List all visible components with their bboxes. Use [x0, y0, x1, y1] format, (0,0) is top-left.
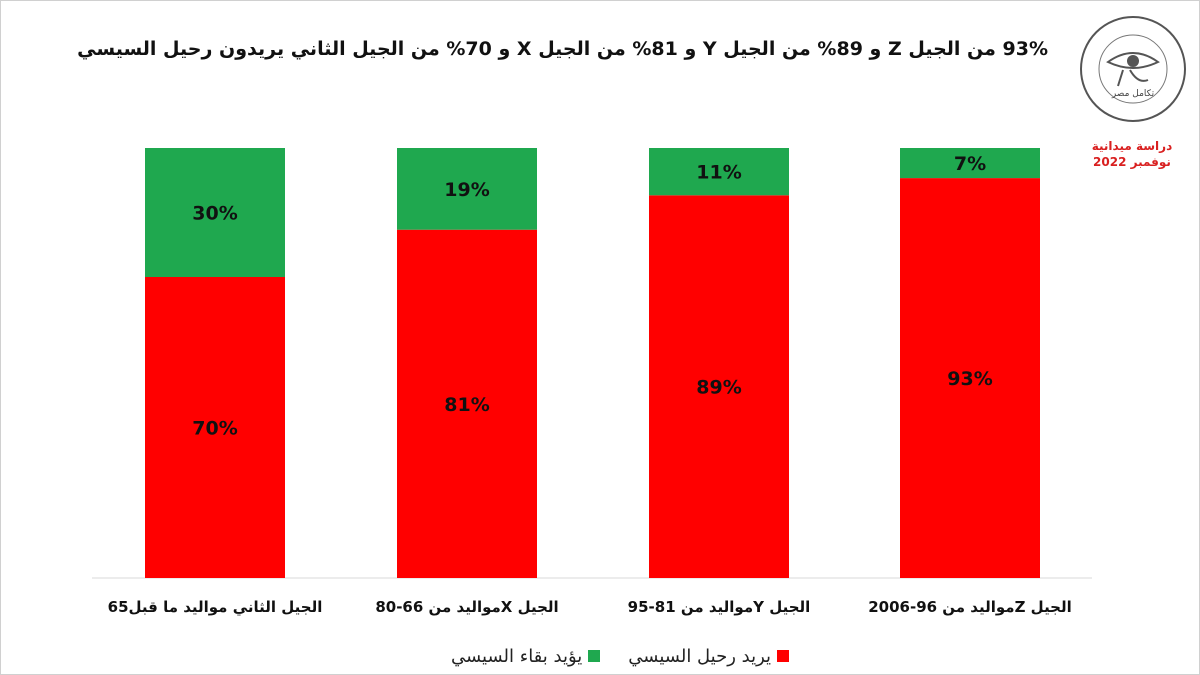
legend-item-leave: يريد رحيل السيسي	[628, 645, 790, 667]
bar-leave-2	[649, 195, 789, 579]
legend-label-leave: يريد رحيل السيسي	[628, 645, 772, 667]
study-note-line1: دراسة ميدانية	[1091, 139, 1173, 153]
category-label-1: الجيل Xمواليد من 66-80	[375, 598, 558, 616]
category-label-2: الجيل Yمواليد من 81-95	[628, 598, 811, 616]
bar-stay-3	[900, 148, 1040, 179]
bar-leave-0	[145, 277, 285, 578]
bar-stay-1	[397, 148, 537, 230]
bar-leave-1	[397, 229, 537, 578]
chart-title: 93% من الجيل Z و 89% من الجيل Y و 81% من…	[77, 38, 1048, 60]
category-label-0: الجيل الثاني مواليد ما قبل65	[108, 598, 323, 616]
data-label-stay-2: 11%	[696, 162, 741, 184]
category-label-3: الجيل Zمواليد من 96-2006	[868, 598, 1072, 616]
study-note: دراسة ميدانية نوفمبر 2022	[1082, 138, 1182, 170]
legend-label-stay: يؤيد بقاء السيسي	[450, 645, 583, 667]
study-note-line2: نوفمبر 2022	[1093, 155, 1171, 169]
legend-swatch-stay	[588, 650, 601, 662]
bar-stay-0	[145, 148, 285, 277]
logo-brand-text: تكامل مصر	[1111, 89, 1155, 99]
data-label-stay-1: 19%	[444, 179, 489, 201]
legend-item-stay: يؤيد بقاء السيسي	[450, 645, 601, 667]
bar-stay-2	[649, 148, 789, 196]
chart-legend: يريد رحيل السيسي يؤيد بقاء السيسي	[430, 644, 810, 668]
data-label-leave-3: 93%	[947, 368, 992, 390]
data-label-leave-1: 81%	[444, 394, 489, 416]
bar-leave-3	[900, 178, 1040, 578]
data-label-leave-2: 89%	[696, 377, 741, 399]
data-label-stay-3: 7%	[954, 153, 986, 175]
data-label-stay-0: 30%	[192, 203, 237, 225]
legend-swatch-leave	[777, 650, 790, 662]
data-label-leave-0: 70%	[192, 418, 237, 440]
eye-of-horus-logo: تكامل مصر	[1080, 16, 1186, 122]
